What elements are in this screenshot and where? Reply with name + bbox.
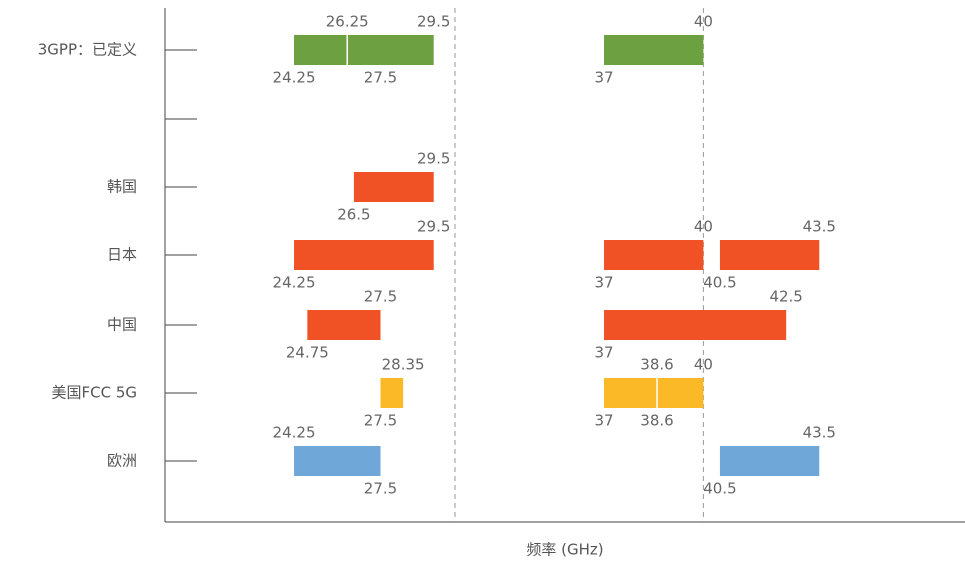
value-label: 43.5: [803, 218, 836, 236]
range-bar: [294, 240, 434, 270]
value-label: 40.5: [703, 274, 736, 292]
category-label: 韩国: [107, 178, 137, 196]
range-bar: [604, 35, 704, 65]
value-label: 24.25: [273, 424, 316, 442]
value-label: 26.25: [326, 13, 369, 31]
value-label: 40.5: [703, 480, 736, 498]
value-label: 26.5: [337, 206, 370, 224]
range-bar: [719, 446, 820, 476]
value-label: 40: [694, 218, 713, 236]
value-label: 37: [594, 412, 613, 430]
value-label: 38.6: [640, 412, 673, 430]
value-label: 27.5: [364, 480, 397, 498]
range-bar: [380, 378, 404, 408]
value-label: 37: [594, 69, 613, 87]
value-label: 28.35: [382, 356, 425, 374]
x-axis-label: 频率 (GHz): [526, 541, 603, 559]
range-bar: [294, 35, 434, 65]
value-label: 24.25: [273, 274, 316, 292]
category-label: 3GPP：已定义: [38, 41, 137, 59]
range-bar: [604, 310, 787, 340]
range-bar: [294, 446, 381, 476]
value-label: 27.5: [364, 69, 397, 87]
value-label: 37: [594, 344, 613, 362]
value-label: 38.6: [640, 356, 673, 374]
value-label: 24.75: [286, 344, 329, 362]
range-bar: [353, 172, 434, 202]
range-bar: [307, 310, 381, 340]
value-label: 42.5: [769, 288, 802, 306]
category-label: 日本: [107, 246, 137, 264]
value-label: 29.5: [417, 13, 450, 31]
value-label: 40: [694, 356, 713, 374]
category-label: 美国FCC 5G: [51, 384, 137, 402]
range-bar: [719, 240, 820, 270]
range-bar: [604, 378, 704, 408]
value-label: 43.5: [803, 424, 836, 442]
value-label: 37: [594, 274, 613, 292]
value-label: 29.5: [417, 150, 450, 168]
category-label: 中国: [107, 316, 137, 334]
value-label: 29.5: [417, 218, 450, 236]
value-label: 27.5: [364, 288, 397, 306]
value-label: 27.5: [364, 412, 397, 430]
value-label: 24.25: [273, 69, 316, 87]
category-label: 欧洲: [107, 452, 137, 470]
value-label: 40: [694, 13, 713, 31]
range-bar: [604, 240, 704, 270]
